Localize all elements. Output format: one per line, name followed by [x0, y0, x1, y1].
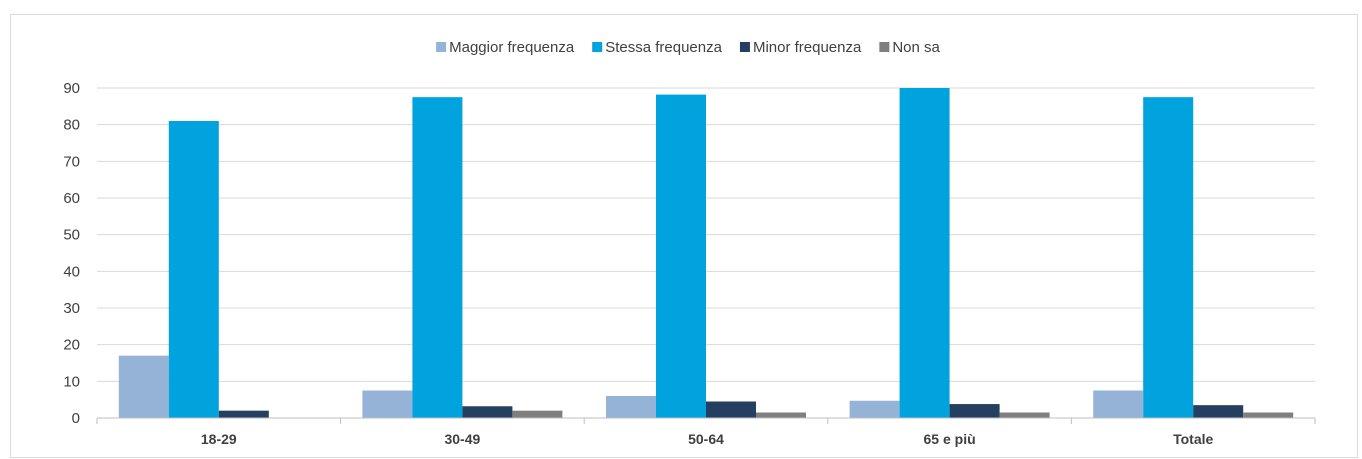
x-tick-label: Totale [1173, 431, 1213, 447]
y-tick-label: 10 [63, 373, 80, 390]
legend-item: Stessa frequenza [592, 39, 723, 56]
bar [706, 401, 756, 418]
bar [218, 410, 269, 418]
legend: Maggior frequenza Stessa frequenza Minor f… [436, 39, 941, 56]
bar [656, 94, 706, 418]
x-tick-label: 65 e più [924, 431, 976, 447]
legend-swatch [739, 42, 750, 52]
bar [512, 410, 563, 418]
bar [362, 390, 413, 418]
bar [1143, 97, 1194, 419]
bar [999, 412, 1050, 418]
x-tick-label: 18-29 [201, 431, 237, 447]
legend-label: Maggior frequenza [449, 39, 575, 56]
y-tick-label: 90 [63, 80, 80, 97]
y-tick-label: 30 [63, 300, 80, 317]
y-tick-label: 80 [63, 117, 80, 134]
y-tick-label: 70 [63, 153, 80, 170]
legend-item: Non sa [879, 39, 941, 56]
legend-item: Maggior frequenza [436, 39, 575, 56]
legend-swatch [879, 42, 890, 52]
bars [118, 88, 1294, 419]
x-axis: 18-29 30-49 50-64 65 e più Totale [96, 417, 1316, 447]
x-tick-label: 50-64 [688, 431, 724, 447]
bar [412, 97, 463, 419]
bar [899, 88, 950, 418]
bar [1193, 405, 1244, 418]
legend-swatch [592, 42, 603, 52]
legend-label: Minor frequenza [753, 39, 862, 56]
bar [606, 396, 656, 418]
y-tick-label: 0 [72, 410, 80, 427]
bar [949, 404, 1000, 418]
y-tick-label: 50 [63, 227, 80, 244]
y-tick-label: 20 [63, 337, 80, 354]
legend-swatch [436, 42, 447, 52]
bar [849, 400, 900, 418]
y-axis-ticks: 0 10 20 30 40 50 60 70 80 90 [63, 80, 80, 427]
bar [1093, 390, 1144, 418]
bar [756, 412, 806, 418]
y-tick-label: 60 [63, 190, 80, 207]
y-tick-label: 40 [63, 263, 80, 280]
bar [462, 406, 513, 418]
legend-label: Non sa [892, 39, 940, 56]
bar [118, 355, 169, 418]
bar [168, 121, 219, 418]
legend-item: Minor frequenza [739, 39, 862, 56]
bar [1243, 412, 1294, 418]
x-tick-label: 30-49 [444, 431, 480, 447]
legend-label: Stessa frequenza [605, 39, 722, 56]
